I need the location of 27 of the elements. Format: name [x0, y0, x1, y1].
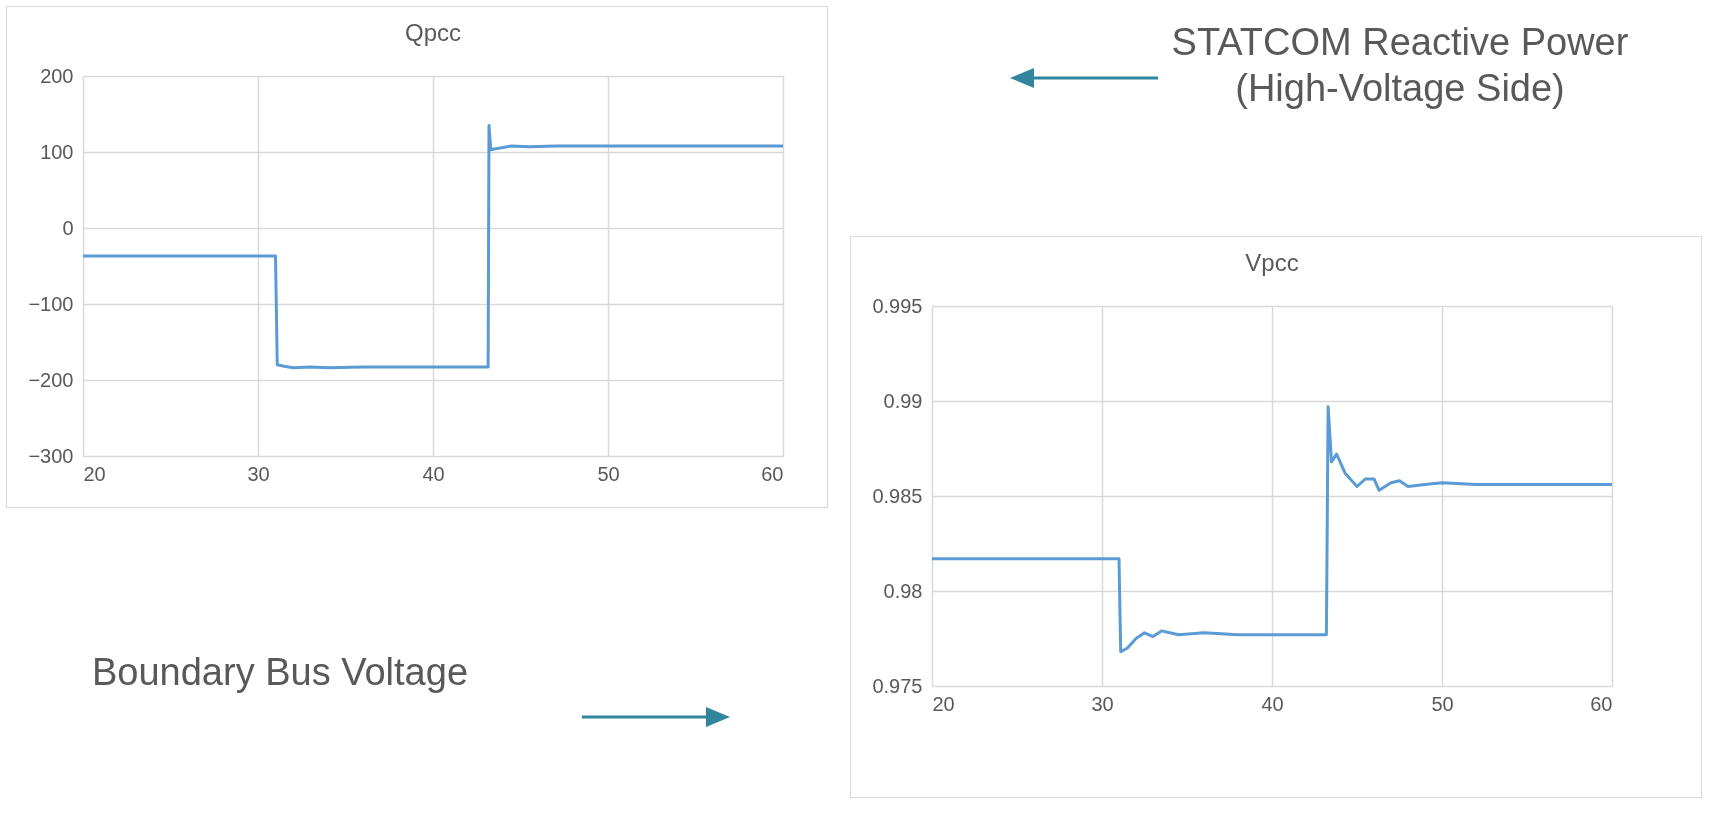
y-tick-label: 0.99 [883, 389, 923, 412]
chart-title: Qpcc [404, 19, 462, 46]
line-series [83, 123, 783, 370]
y-tick-label: 0.975 [872, 674, 923, 697]
x-tick-label: 30 [1091, 692, 1114, 715]
x-tick-label: 20 [932, 692, 955, 715]
y-tick-label: 200 [40, 64, 74, 87]
line-series [932, 405, 1612, 654]
x-tick-label: 50 [1431, 692, 1454, 715]
x-tick-label: 30 [247, 462, 270, 485]
y-tick-label: 0.995 [872, 294, 923, 317]
y-tick-label: −200 [28, 368, 74, 391]
text: STATCOM Reactive Power (High-Voltage Side) [1170, 20, 1630, 111]
y-tick-label: 0 [62, 216, 74, 239]
text: Boundary Bus Voltage [90, 650, 470, 695]
x-tick-label: 40 [422, 462, 445, 485]
x-tick-label: 60 [761, 462, 784, 485]
y-tick-label: 0.98 [883, 579, 923, 602]
chart-title: Vpcc [1245, 249, 1299, 276]
y-tick-label: 0.985 [872, 484, 923, 507]
y-tick-label: −100 [28, 292, 74, 315]
y-tick-label: 100 [40, 140, 74, 163]
x-tick-label: 50 [597, 462, 620, 485]
x-tick-label: 20 [83, 462, 106, 485]
x-tick-label: 60 [1590, 692, 1613, 715]
x-tick-label: 40 [1261, 692, 1284, 715]
y-tick-label: −300 [28, 444, 74, 467]
